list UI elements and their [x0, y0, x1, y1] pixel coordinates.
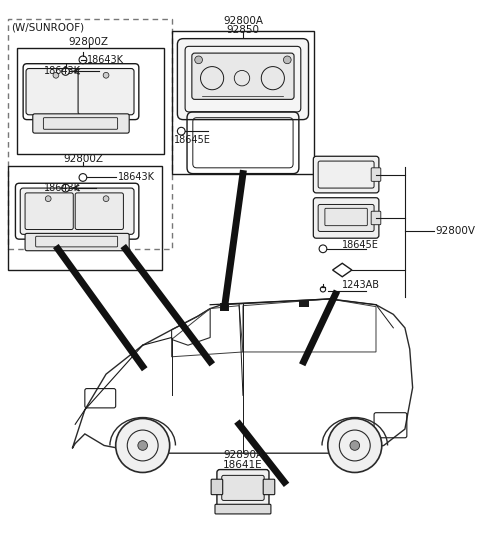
FancyBboxPatch shape [215, 504, 271, 514]
Bar [8, 19, 172, 249]
Bar [8, 166, 162, 270]
Text: 18643K: 18643K [44, 183, 81, 193]
FancyBboxPatch shape [313, 197, 379, 238]
FancyBboxPatch shape [25, 233, 129, 250]
Circle shape [45, 196, 51, 202]
Text: 18643K: 18643K [44, 67, 81, 76]
Circle shape [138, 441, 147, 450]
FancyBboxPatch shape [222, 476, 264, 500]
FancyBboxPatch shape [371, 211, 381, 225]
Text: 18641E: 18641E [223, 460, 263, 470]
Text: 92800A: 92800A [223, 16, 263, 27]
FancyBboxPatch shape [211, 479, 223, 494]
Bar [17, 48, 164, 154]
FancyBboxPatch shape [217, 470, 269, 508]
FancyBboxPatch shape [75, 193, 123, 229]
FancyBboxPatch shape [178, 38, 309, 120]
Circle shape [195, 56, 203, 64]
Circle shape [103, 196, 109, 202]
Text: 92890A: 92890A [223, 450, 263, 460]
Bar [220, 303, 229, 311]
Text: 18645E: 18645E [174, 135, 210, 145]
Text: 92850: 92850 [227, 25, 260, 35]
Circle shape [328, 419, 382, 472]
Text: 92800V: 92800V [436, 227, 476, 236]
Text: 18643K: 18643K [118, 173, 155, 182]
Bar [172, 31, 314, 174]
Bar [299, 300, 309, 307]
FancyBboxPatch shape [20, 188, 134, 234]
Text: 1243AB: 1243AB [342, 280, 380, 291]
Circle shape [103, 72, 109, 78]
FancyBboxPatch shape [25, 193, 73, 229]
Text: 18643K: 18643K [87, 55, 124, 65]
FancyBboxPatch shape [26, 69, 82, 115]
Circle shape [284, 56, 291, 64]
FancyBboxPatch shape [318, 204, 374, 232]
Circle shape [350, 441, 360, 450]
FancyBboxPatch shape [371, 168, 381, 181]
FancyBboxPatch shape [192, 53, 294, 100]
Text: 92800Z: 92800Z [63, 154, 103, 164]
FancyBboxPatch shape [313, 156, 379, 193]
Circle shape [116, 419, 169, 472]
Text: 92800Z: 92800Z [69, 37, 108, 48]
FancyBboxPatch shape [78, 69, 134, 115]
Text: (W/SUNROOF): (W/SUNROOF) [12, 22, 84, 32]
FancyBboxPatch shape [33, 114, 129, 133]
Text: 18645E: 18645E [342, 240, 379, 250]
FancyBboxPatch shape [263, 479, 275, 494]
Circle shape [53, 72, 59, 78]
